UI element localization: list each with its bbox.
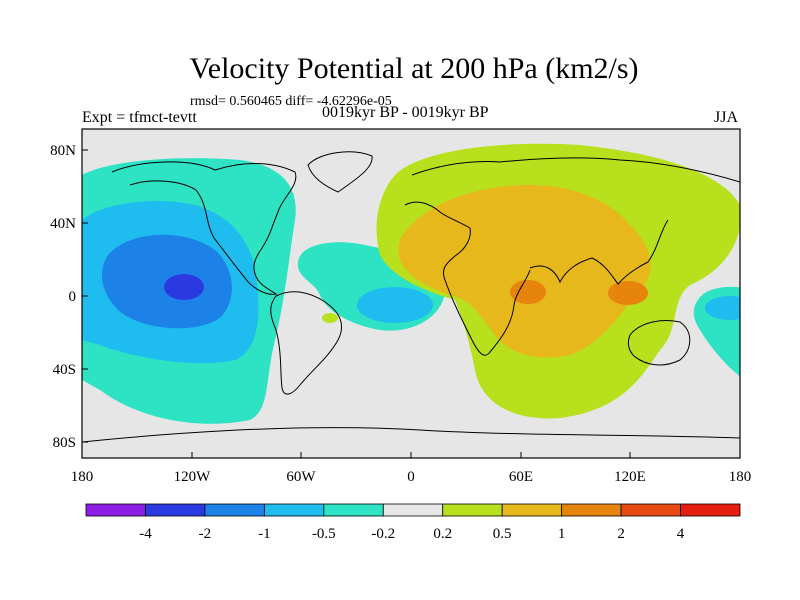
colorbar-swatch — [145, 503, 206, 517]
x-tick-label: 180 — [729, 469, 752, 485]
y-tick-label: 80N — [50, 143, 76, 159]
colorbar-label: -0.5 — [312, 526, 336, 542]
colorbar-swatch — [263, 503, 325, 517]
y-tick-label: 80S — [53, 435, 76, 451]
colorbar-swatch — [382, 503, 444, 517]
y-tick-label: 40S — [53, 362, 76, 378]
stats-text: rmsd= 0.560465 diff= -4.62296e-05 — [190, 94, 392, 109]
y-axis: 80N 40N 0 40S 80S — [50, 143, 88, 451]
colorbar-swatch — [680, 503, 741, 517]
field-layer — [82, 129, 740, 458]
contour-atlantic-pos-0.2 — [322, 313, 338, 323]
colorbar-label: -4 — [139, 526, 152, 542]
x-tick-label: 60W — [286, 469, 316, 485]
colorbar-swatch — [442, 503, 503, 517]
colorbar-swatch — [561, 503, 622, 517]
experiment-label: Expt = tfmct-tevtt — [82, 109, 197, 126]
x-tick-label: 60E — [509, 469, 533, 485]
coast-south-america — [270, 291, 342, 395]
coast-australia — [627, 320, 691, 366]
contour-pos-1-africa — [510, 280, 546, 304]
coast-eurasia-north — [411, 157, 740, 183]
colorbar-label: 0.5 — [493, 526, 512, 542]
x-tick-label: 180 — [71, 469, 94, 485]
coast-europe-africa — [404, 201, 531, 356]
contour-pos-1-maritime — [608, 281, 648, 305]
colorbar-label: -2 — [199, 526, 212, 542]
y-tick-label: 0 — [69, 289, 77, 305]
colorbar-swatch — [204, 503, 265, 517]
x-tick-label: 120W — [174, 469, 212, 485]
period-label: 0019kyr BP - 0019kyr BP — [322, 104, 489, 121]
contour-east-neg-0.5 — [705, 296, 740, 320]
season-label: JJA — [714, 109, 739, 126]
coastlines — [82, 151, 740, 443]
x-tick-label: 0 — [407, 469, 415, 485]
colorbar-label: 4 — [677, 526, 685, 542]
colorbar-label: -0.2 — [371, 526, 395, 542]
coast-north-america — [111, 161, 297, 295]
x-axis: 180 120W 60W 0 60E 120E 180 — [71, 452, 752, 485]
coast-asia — [529, 219, 669, 285]
colorbar-label: 0.2 — [433, 526, 452, 542]
colorbar-swatch — [323, 503, 384, 517]
coast-greenland — [307, 151, 373, 193]
colorbar-swatch — [501, 503, 563, 517]
colorbar-swatch — [85, 503, 146, 517]
colorbar-label: -1 — [258, 526, 271, 542]
contour-atlantic-neg-0.5 — [357, 287, 433, 323]
colorbar-label: 2 — [617, 526, 625, 542]
contour-neg-2 — [164, 274, 204, 300]
y-tick-label: 40N — [50, 216, 76, 232]
plot-title: Velocity Potential at 200 hPa (km2/s) — [189, 52, 639, 85]
colorbar-label: 1 — [558, 526, 566, 542]
colorbar-swatch — [620, 503, 681, 517]
colorbar: -4 -2 -1 -0.5 -0.2 0.2 0.5 1 2 4 — [85, 503, 741, 542]
contour-pos-0.5 — [398, 184, 651, 358]
x-tick-label: 120E — [614, 469, 646, 485]
coast-antarctica — [82, 427, 740, 443]
